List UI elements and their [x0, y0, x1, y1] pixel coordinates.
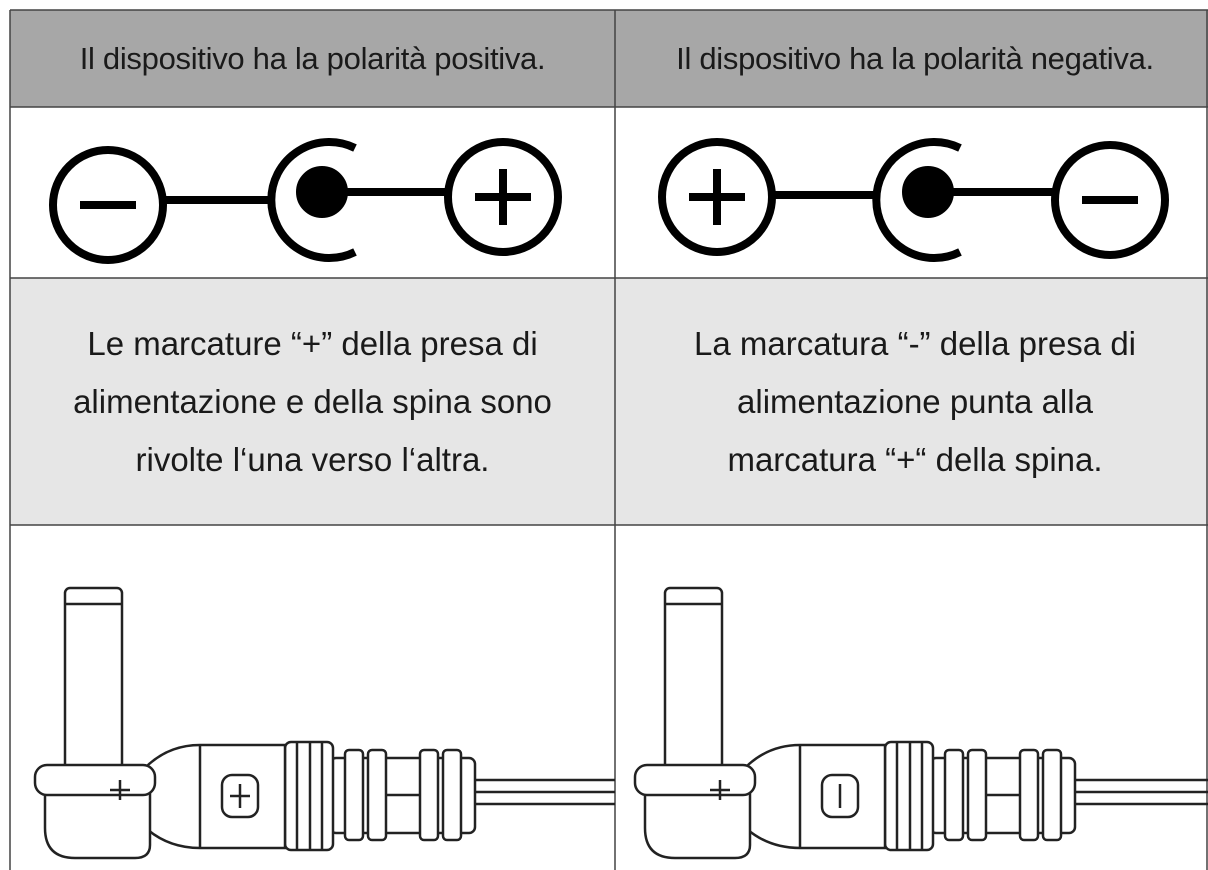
header-cell: Il dispositivo ha la polarità positiva.	[10, 10, 615, 107]
description-line: alimentazione punta alla	[737, 382, 1093, 420]
description-cell: Le marcature “+” della presa di alimenta…	[10, 278, 615, 525]
table-grid	[9, 9, 1208, 870]
description-line: La marcatura “-” della presa di	[693, 324, 1137, 362]
polarity-symbol-negative	[658, 138, 1169, 262]
description-cell: La marcatura “-” della presa di alimenta…	[615, 278, 1208, 525]
description-line: marcatura “+“ della spina.	[727, 440, 1103, 478]
plug-drawing-negative	[633, 586, 1208, 860]
header-cell: Il dispositivo ha la polarità negativa.	[615, 10, 1208, 107]
description-line: Le marcature “+” della presa di	[87, 324, 538, 362]
polarity-symbol-positive	[49, 138, 562, 264]
description-line: rivolte l‘una verso l‘altra.	[135, 440, 490, 478]
plug-drawing-positive	[33, 586, 617, 860]
description-line: alimentazione e della spina sono	[73, 382, 552, 420]
